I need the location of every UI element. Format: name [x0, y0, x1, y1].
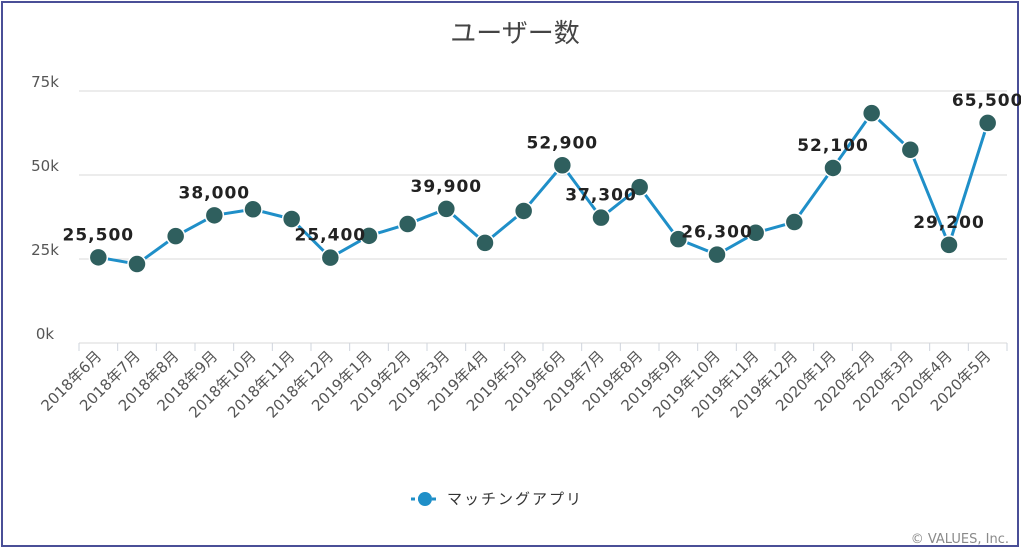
data-point[interactable] [204, 205, 225, 226]
data-label: 25,500 [63, 225, 135, 245]
data-point[interactable] [939, 235, 959, 255]
data-label: 39,900 [411, 177, 483, 197]
data-point[interactable] [281, 209, 302, 229]
data-point[interactable] [900, 140, 921, 160]
data-point[interactable] [475, 233, 495, 253]
data-label: 26,300 [681, 223, 753, 243]
data-point[interactable] [359, 226, 379, 246]
series-line [88, 103, 998, 274]
legend-label: マッチングアプリ [447, 490, 583, 508]
y-tick-label: 50k [31, 157, 59, 175]
legend-marker-icon [418, 492, 432, 506]
line-chart: ユーザー数 0k 25k 50k 75k 2018年6月2018年7月2018年8月2… [31, 19, 1021, 547]
data-point[interactable] [127, 254, 147, 274]
data-label: 65,500 [952, 91, 1021, 111]
data-point[interactable] [668, 229, 689, 249]
data-label: 52,900 [527, 133, 599, 153]
data-point[interactable] [397, 214, 418, 234]
copyright-text: © VALUES, Inc. [911, 532, 1009, 547]
data-point[interactable] [591, 207, 611, 228]
data-point[interactable] [436, 199, 457, 219]
data-point[interactable] [165, 226, 186, 246]
data-point[interactable] [88, 247, 109, 268]
chart-title: ユーザー数 [450, 19, 579, 49]
data-point[interactable] [745, 223, 766, 243]
y-tick-label: 0k [36, 325, 55, 343]
x-axis: 2018年6月2018年7月2018年8月2018年9月2018年10月2018… [37, 343, 1008, 422]
y-axis: 0k 25k 50k 75k [31, 73, 59, 343]
data-point[interactable] [977, 113, 998, 133]
legend[interactable]: マッチングアプリ [411, 490, 583, 508]
data-label: 37,300 [565, 186, 637, 206]
data-point[interactable] [823, 158, 843, 178]
data-label: 38,000 [179, 183, 251, 203]
data-label: 25,400 [295, 226, 367, 246]
data-point[interactable] [552, 155, 573, 176]
data-label: 52,100 [797, 136, 869, 156]
y-tick-label: 25k [31, 241, 59, 259]
data-labels: 25,500 38,000 25,400 39,900 52,900 37,300 26,3… [63, 91, 1021, 246]
data-point[interactable] [707, 244, 727, 265]
data-point[interactable] [513, 201, 534, 221]
data-point[interactable] [861, 103, 882, 123]
data-label: 29,200 [913, 213, 985, 233]
data-point[interactable] [320, 247, 341, 268]
y-tick-label: 75k [31, 73, 59, 91]
data-point[interactable] [629, 177, 650, 197]
data-point[interactable] [243, 199, 263, 220]
data-point[interactable] [784, 212, 805, 232]
